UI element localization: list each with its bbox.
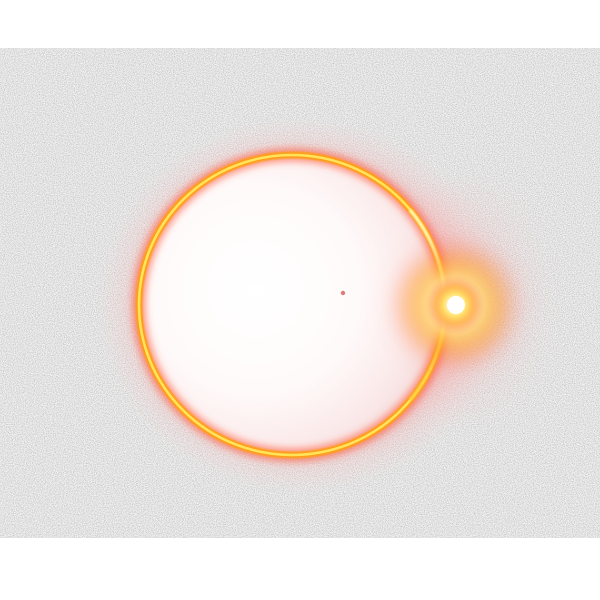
inner-disc	[142, 155, 442, 455]
lens-flare	[385, 235, 525, 375]
center-dot	[340, 290, 346, 296]
